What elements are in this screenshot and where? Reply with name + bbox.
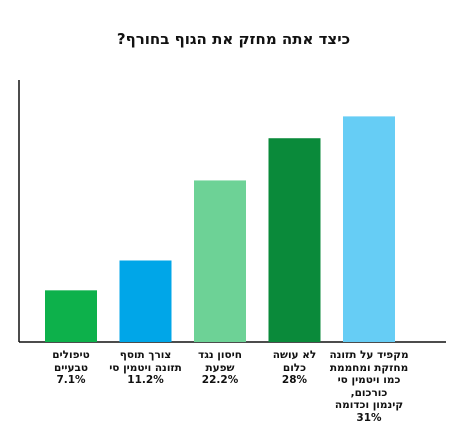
bar-3 — [194, 180, 246, 342]
value-label: 7.1% — [56, 374, 86, 386]
category-line: מקפיד על תזונה — [329, 349, 409, 361]
category-line: תזונה ויטמין סי — [109, 361, 182, 374]
category-label-3: חיסון נגד שפעת 22.2% — [174, 349, 266, 387]
bar-1 — [45, 290, 97, 342]
bar-4 — [268, 138, 321, 342]
category-line: טבעיים — [53, 361, 89, 374]
category-line: לא עושה — [272, 349, 317, 361]
category-line: שפעת — [205, 361, 235, 374]
category-line: טיפולים — [52, 349, 90, 361]
category-line: מחזקת ומחממת — [329, 361, 409, 374]
value-label: 28% — [281, 374, 308, 386]
category-label-1: טיפולים טבעיים 7.1% — [25, 349, 117, 387]
chart-title: כיצד אתה מחזק את הגוף בחורף? — [116, 30, 351, 48]
category-label-4: לא עושה כלום 28% — [249, 349, 341, 387]
category-line: צורך תוסף — [119, 349, 172, 361]
bar-5 — [343, 116, 395, 342]
category-line: כמו ויטמין סי כורכום, — [337, 374, 401, 399]
category-line: חיסון נגד — [198, 349, 242, 361]
value-label: 22.2% — [201, 374, 239, 386]
value-label: 11.2% — [127, 374, 164, 386]
bar-2 — [119, 260, 172, 342]
category-label-5: מקפיד על תזונה מחזקת ומחממת כמו ויטמין סי … — [323, 349, 415, 424]
category-line: קינמון וכדומה — [334, 399, 404, 411]
category-line: כלום — [282, 361, 307, 374]
value-label: 31% — [356, 411, 382, 424]
category-label-2: צורך תוסף תזונה ויטמין סי 11.2% — [100, 349, 192, 387]
